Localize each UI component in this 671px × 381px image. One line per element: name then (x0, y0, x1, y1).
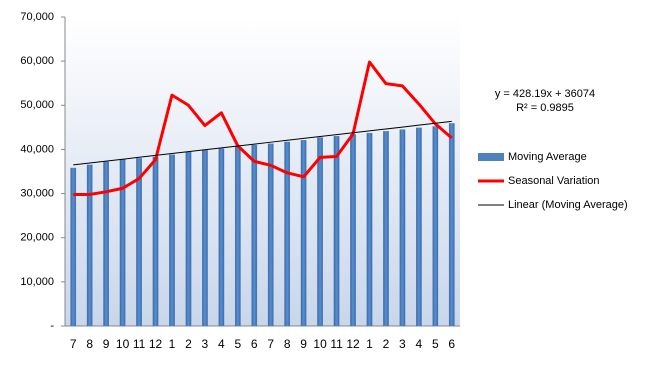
bar (333, 136, 340, 327)
bar (218, 148, 225, 327)
x-tick-label: 7 (70, 337, 77, 351)
bar (448, 123, 455, 327)
bar (234, 146, 241, 327)
x-tick-label: 10 (313, 337, 327, 351)
bar (169, 154, 175, 327)
x-tick-label: 1 (169, 337, 176, 351)
line (73, 60, 453, 196)
line (73, 120, 452, 166)
x-tick-label: 9 (300, 337, 307, 351)
legend-label: Linear (Moving Average) (508, 199, 628, 211)
bar (317, 137, 323, 327)
plot-area (65, 17, 460, 326)
x-tick-label: 8 (284, 337, 291, 351)
y-tick-label: 60,000 (20, 55, 54, 67)
x-tick-label: 1 (366, 337, 373, 351)
x-tick-label: 12 (346, 337, 360, 351)
bar (350, 134, 356, 327)
bar (383, 131, 389, 327)
y-tick-label: 50,000 (20, 99, 54, 111)
x-tick-label: 3 (202, 337, 209, 351)
legend-swatch (478, 153, 504, 161)
bar (267, 143, 274, 327)
x-tick-label: 2 (383, 337, 390, 351)
x-tick-label: 9 (103, 337, 110, 351)
bar (152, 156, 159, 327)
bar (185, 151, 192, 327)
x-tick-label: 6 (448, 337, 455, 351)
bar (416, 127, 422, 327)
x-tick-label: 2 (185, 337, 192, 351)
bar (70, 167, 77, 327)
bar (251, 144, 258, 327)
bar (432, 126, 439, 327)
bar (103, 161, 109, 327)
annotation: R² = 0.9895 (516, 102, 574, 114)
bar (136, 158, 142, 327)
legend-label: Moving Average (508, 151, 587, 163)
x-tick-label: 11 (330, 337, 343, 351)
y-tick-label: 40,000 (20, 143, 54, 155)
x-tick-label: 8 (86, 337, 93, 351)
bar (399, 129, 406, 327)
x-tick-label: 6 (251, 337, 258, 351)
bar (86, 164, 93, 327)
y-tick-label: 10,000 (20, 276, 54, 288)
x-tick-label: 11 (133, 337, 146, 351)
bar (202, 150, 208, 327)
x-tick-label: 7 (267, 337, 274, 351)
x-tick-label: 4 (416, 337, 423, 351)
legend-label: Seasonal Variation (508, 175, 600, 187)
x-tick-label: 5 (432, 337, 439, 351)
x-tick-label: 10 (116, 337, 130, 351)
bar (284, 141, 291, 327)
y-tick-label: - (50, 320, 54, 332)
y-tick-label: 70,000 (20, 11, 54, 23)
y-tick-label: 30,000 (20, 187, 54, 199)
bar (300, 140, 307, 327)
x-tick-label: 5 (234, 337, 241, 351)
x-tick-label: 12 (149, 337, 163, 351)
bar (366, 132, 373, 327)
y-tick-label: 20,000 (20, 232, 54, 244)
bar (119, 159, 126, 327)
annotation: y = 428.19x + 36074 (495, 88, 595, 100)
x-tick-label: 4 (218, 337, 225, 351)
x-tick-label: 3 (399, 337, 406, 351)
